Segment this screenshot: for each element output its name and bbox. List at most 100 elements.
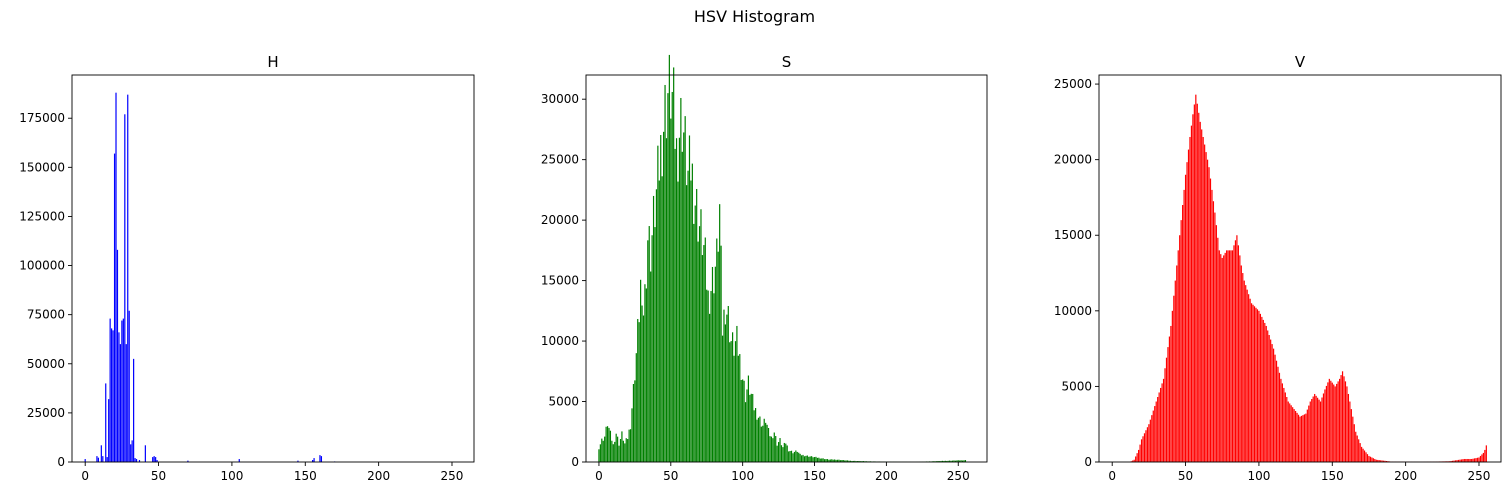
histogram-bar [1482, 452, 1484, 462]
histogram-bar [1469, 458, 1471, 462]
histogram-bar [796, 451, 798, 462]
histogram-bar [799, 453, 801, 462]
histogram-bar [835, 459, 837, 462]
histogram-bar [1206, 159, 1209, 462]
histogram-bar [802, 454, 804, 462]
histogram-bar [831, 459, 833, 462]
histogram-bar [1190, 125, 1193, 462]
panel-s: S 0 50 100 150 200 250 0 5000 10000 15000 20000 2500… [541, 53, 988, 483]
histogram-bar [1180, 220, 1182, 463]
histogram-bar [709, 313, 711, 462]
histogram-bar [1275, 360, 1278, 462]
histogram-bar [1465, 458, 1467, 462]
histogram-bar [848, 460, 850, 462]
axes-title: V [1295, 53, 1306, 71]
histogram-bar [677, 181, 679, 462]
histogram-bar [1478, 457, 1480, 462]
histogram-bar [1165, 357, 1168, 462]
histogram-bar [1327, 382, 1329, 462]
histogram-bar [1139, 444, 1141, 462]
histogram-bar [1485, 445, 1487, 462]
histogram-bar [740, 379, 742, 462]
histogram-bar [1340, 375, 1342, 462]
histogram-bar [739, 354, 741, 462]
histogram-bar [711, 266, 714, 462]
y-tick-label: 25000 [1054, 77, 1092, 91]
histogram-bar [614, 441, 616, 462]
histogram-bar [654, 227, 656, 462]
histogram-bar [950, 460, 952, 462]
histogram-bar [1333, 384, 1335, 462]
histogram-bar [750, 393, 752, 462]
histogram-bar [703, 245, 705, 462]
histogram-bar [1305, 413, 1307, 463]
histogram-bar [681, 151, 683, 463]
histogram-bar [828, 459, 830, 462]
histogram-bar [313, 458, 315, 462]
histogram-bar [1202, 136, 1204, 463]
histogram-bar [1385, 461, 1388, 462]
histogram-bar [701, 255, 704, 462]
histogram-bar [84, 459, 86, 462]
histogram-bar [690, 180, 692, 462]
histogram-bar [746, 389, 748, 462]
histogram-bar [1451, 460, 1454, 462]
histogram-bar [783, 442, 785, 462]
histogram-bar [312, 460, 314, 462]
histogram-bar [734, 341, 737, 462]
histogram-bar [606, 426, 609, 462]
histogram-bar [1161, 383, 1163, 462]
histogram-bar [1292, 407, 1294, 462]
histogram-bar [825, 459, 827, 462]
histogram-bar [1164, 368, 1166, 462]
histogram-bar [622, 440, 624, 462]
histogram-bar [786, 445, 788, 462]
histogram-bar [956, 460, 958, 462]
histogram-bar [1240, 265, 1242, 462]
histogram-bar [694, 205, 696, 463]
histogram-bar [1271, 344, 1273, 462]
histogram-bar [803, 456, 806, 462]
histogram-bar [611, 440, 613, 462]
y-tick-label: 15000 [1054, 228, 1092, 242]
histogram-bar [963, 460, 965, 462]
histogram-bar [1328, 378, 1330, 462]
histogram-bar [1341, 371, 1344, 462]
y-tick-label: 175000 [19, 111, 65, 125]
histogram-bar [1198, 112, 1200, 462]
histogram-bar [832, 459, 834, 462]
histogram-bar [1267, 330, 1269, 462]
histogram-bar [719, 204, 721, 462]
y-tick-label: 5000 [548, 395, 579, 409]
histogram-bar [710, 291, 712, 462]
histogram-bar [1151, 415, 1153, 462]
y-tick-label: 0 [57, 455, 65, 469]
histogram-bar [674, 148, 676, 463]
histogram-bar [1306, 409, 1308, 462]
histogram-bar [1212, 201, 1215, 463]
histogram-bar [818, 457, 820, 462]
histogram-bar [124, 114, 126, 462]
histogram-bar [1479, 455, 1482, 462]
histogram-bar [1217, 237, 1219, 462]
histogram-bar [153, 456, 155, 462]
histogram-bar [937, 461, 939, 462]
histogram-bar [1296, 412, 1298, 462]
histogram-bar [320, 456, 323, 462]
histogram-bar [717, 251, 719, 462]
y-tick-label: 0 [571, 455, 579, 469]
histogram-bar [133, 358, 135, 462]
histogram-bar [634, 380, 636, 462]
histogram-bar [862, 461, 864, 462]
histogram-bar [760, 426, 762, 462]
histogram-bar [652, 195, 655, 462]
histogram-bar [1209, 178, 1212, 463]
histogram-bar [608, 427, 610, 462]
histogram-bar [1384, 460, 1386, 462]
histogram-bar [1262, 319, 1264, 462]
x-tick-label: 200 [367, 469, 390, 483]
histogram-bar [707, 290, 709, 462]
histogram-bar [1355, 431, 1357, 462]
histogram-bar [1347, 393, 1350, 462]
axes-title: H [267, 53, 278, 71]
